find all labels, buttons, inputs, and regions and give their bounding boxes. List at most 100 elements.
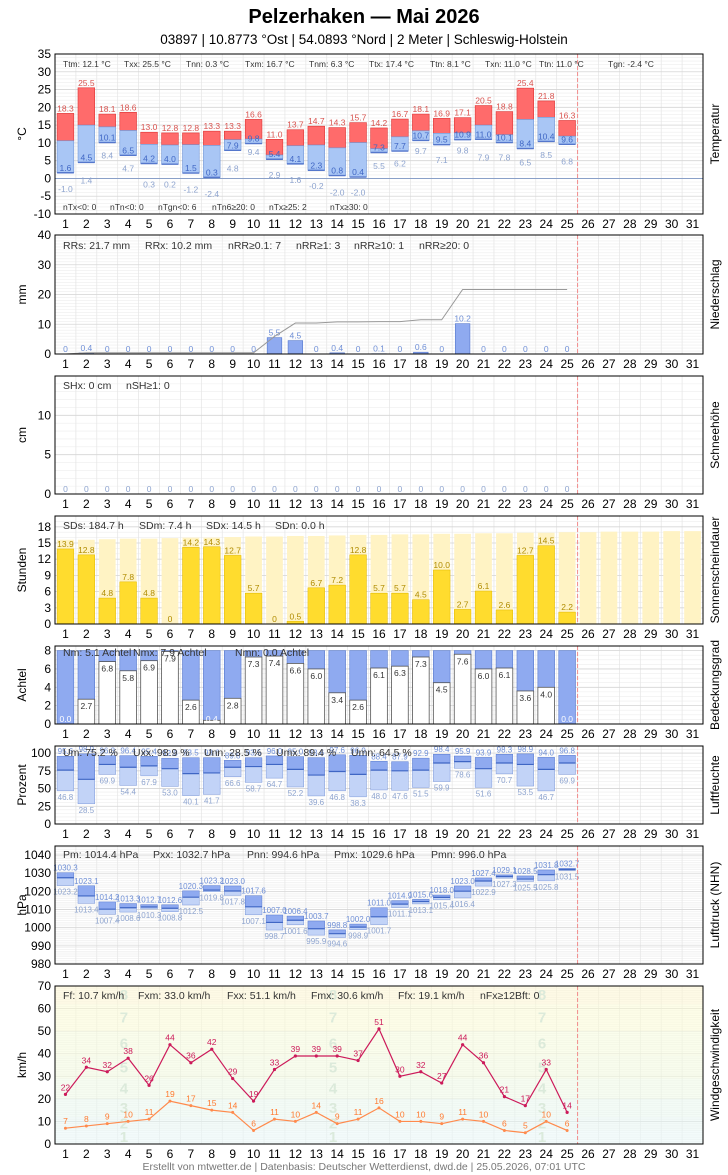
x-tick-label: 11 bbox=[268, 967, 281, 981]
sunshine-label: 7.8 bbox=[122, 572, 134, 582]
stat-text: nRR≥1: 3 bbox=[296, 240, 340, 252]
pressure-min-label: 1011.1 bbox=[388, 910, 412, 919]
precip-label: 0.4 bbox=[80, 343, 92, 353]
x-tick-label: 21 bbox=[477, 967, 491, 981]
astronomical-sunshine-bar bbox=[454, 533, 471, 624]
tground-label: -1.0 bbox=[58, 184, 73, 194]
x-tick-label: 4 bbox=[125, 217, 132, 231]
stat-text: Pnn: 994.6 hPa bbox=[247, 849, 320, 861]
cloud-label: 2.8 bbox=[227, 700, 239, 710]
x-tick-label: 20 bbox=[456, 357, 470, 371]
panel-frame bbox=[54, 53, 704, 215]
wind-mean-point bbox=[314, 1110, 318, 1114]
sunshine-label: 5.7 bbox=[373, 583, 385, 593]
stat-text: Pxx: 1032.7 hPa bbox=[153, 849, 230, 861]
pressure-min-label: 1031.5 bbox=[555, 873, 580, 882]
pressure-lower-bar bbox=[77, 895, 95, 904]
tmin-label: 0.8 bbox=[331, 166, 343, 176]
wind-mean-label: 9 bbox=[335, 1112, 340, 1122]
x-tick-label: 17 bbox=[393, 967, 407, 981]
humidity-max-label: 93.9 bbox=[476, 748, 492, 757]
precip-label: 4.5 bbox=[289, 331, 301, 341]
humidity-min-label: 38.3 bbox=[350, 799, 366, 808]
x-tick-label: 20 bbox=[456, 827, 470, 841]
stat-text: Fmx: 30.6 km/h bbox=[311, 990, 384, 1002]
x-tick-label: 18 bbox=[414, 827, 428, 841]
x-tick-label: 19 bbox=[435, 627, 449, 641]
wind-gust-label: 21 bbox=[500, 1085, 510, 1095]
humidity-min-label: 47.6 bbox=[392, 792, 408, 801]
y-axis-label: °C bbox=[15, 127, 29, 141]
x-tick-label: 24 bbox=[540, 827, 554, 841]
y-tick-label: 60 bbox=[38, 1002, 52, 1016]
wind-mean-label: 5 bbox=[523, 1121, 528, 1131]
wind-mean-label: 17 bbox=[186, 1094, 196, 1104]
x-tick-label: 9 bbox=[229, 1147, 236, 1161]
sunshine-bar bbox=[244, 592, 263, 625]
pressure-min-label: 1022.9 bbox=[471, 888, 496, 897]
x-tick-label: 28 bbox=[623, 357, 637, 371]
humidity-lower-bar bbox=[140, 765, 158, 777]
y-tick-label: 10 bbox=[38, 317, 52, 331]
x-tick-label: 6 bbox=[167, 827, 174, 841]
humidity-upper-bar bbox=[224, 760, 242, 768]
cloud-label: 0.0 bbox=[561, 714, 573, 724]
humidity-lower-bar bbox=[474, 768, 493, 788]
pressure-min-label: 1025.8 bbox=[534, 883, 559, 892]
wind-mean-point bbox=[63, 1126, 67, 1130]
pressure-upper-bar bbox=[454, 885, 472, 892]
stat-text: Umx: 89.4 % bbox=[276, 747, 336, 759]
wind-mean-label: 10 bbox=[416, 1109, 426, 1119]
cloud-fill-bar bbox=[349, 650, 367, 701]
x-tick-label: 13 bbox=[310, 217, 324, 231]
wind-gust-label: 30 bbox=[395, 1064, 405, 1074]
sunshine-label: 5.7 bbox=[394, 583, 406, 593]
x-tick-label: 23 bbox=[519, 1147, 533, 1161]
tmax-label: 25.5 bbox=[78, 78, 95, 88]
y-tick-label: 100 bbox=[31, 746, 51, 760]
humidity-upper-bar bbox=[516, 753, 534, 765]
humidity-lower-bar bbox=[516, 764, 534, 787]
cloud-label: 6.9 bbox=[143, 663, 155, 673]
sunshine-label: 6.7 bbox=[310, 578, 322, 588]
wind-mean-point bbox=[398, 1119, 402, 1123]
precip-label: 10.2 bbox=[454, 314, 471, 324]
humidity-upper-bar bbox=[391, 761, 409, 772]
x-tick-label: 8 bbox=[208, 217, 215, 231]
x-tick-label: 23 bbox=[519, 967, 533, 981]
x-tick-label: 28 bbox=[623, 217, 637, 231]
x-tick-label: 20 bbox=[456, 967, 470, 981]
humidity-min-label: 70.7 bbox=[497, 776, 513, 785]
panel-side-label: Temperatur bbox=[708, 104, 722, 165]
pressure-max-label: 1032.7 bbox=[555, 859, 580, 868]
x-tick-label: 31 bbox=[686, 357, 700, 371]
cloud-fill-bar bbox=[516, 650, 534, 692]
humidity-max-label: 97.6 bbox=[329, 746, 345, 755]
x-tick-label: 20 bbox=[456, 497, 470, 511]
wind-mean-label: 10 bbox=[123, 1109, 133, 1119]
x-tick-label: 6 bbox=[167, 727, 174, 741]
sunshine-label: 12.7 bbox=[224, 545, 241, 555]
humidity-upper-bar bbox=[370, 761, 388, 771]
cloud-label: 6.3 bbox=[394, 668, 406, 678]
wind-gust-point bbox=[63, 1092, 68, 1096]
wind-mean-point bbox=[147, 1117, 151, 1121]
humidity-lower-bar bbox=[77, 779, 95, 805]
wind-gust-label: 36 bbox=[186, 1051, 196, 1061]
tmin-label: 6.5 bbox=[122, 145, 134, 155]
pressure-min-label: 994.6 bbox=[327, 939, 348, 948]
tmax-bar bbox=[307, 125, 325, 146]
x-tick-label: 8 bbox=[208, 627, 215, 641]
tmax-bar bbox=[391, 118, 409, 138]
pressure-min-label: 995.9 bbox=[306, 937, 327, 946]
tmin-label: 9.5 bbox=[436, 135, 448, 145]
x-tick-label: 26 bbox=[581, 357, 595, 371]
cloud-fill-bar bbox=[56, 650, 75, 725]
x-tick-label: 10 bbox=[247, 967, 261, 981]
wind-mean-point bbox=[231, 1110, 235, 1114]
x-tick-label: 19 bbox=[435, 827, 449, 841]
humidity-min-label: 41.7 bbox=[204, 796, 220, 805]
pressure-upper-bar bbox=[182, 890, 200, 898]
stat-text: Nm: 5.1 Achtel bbox=[63, 647, 131, 659]
x-tick-label: 23 bbox=[519, 217, 533, 231]
